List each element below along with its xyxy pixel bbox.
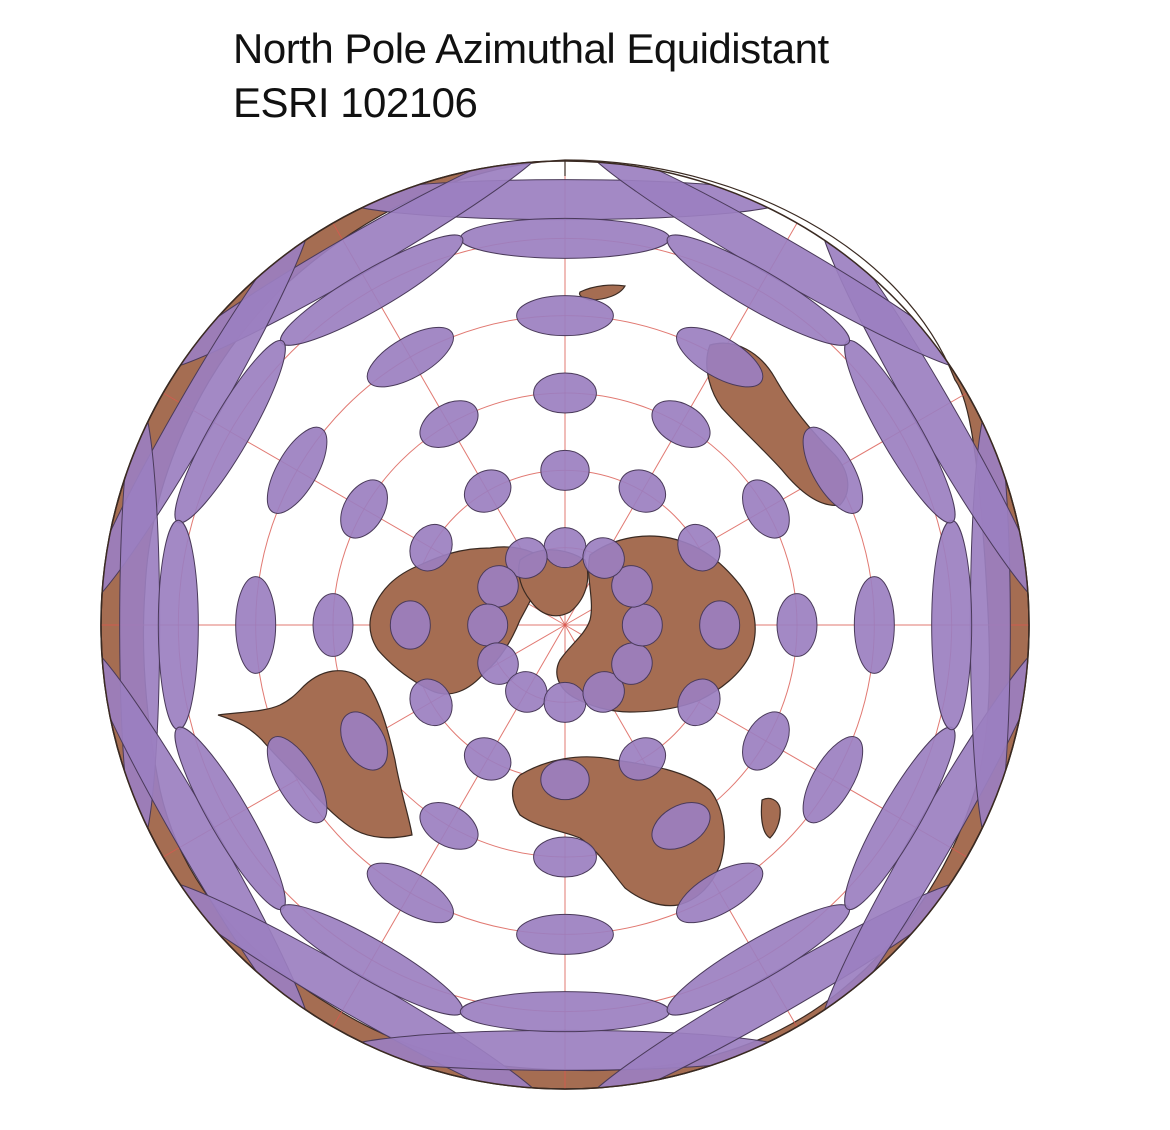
tissot-indicatrix	[516, 295, 614, 337]
tissot-indicatrix	[582, 537, 625, 579]
tissot-indicatrix	[459, 217, 671, 259]
tissot-indicatrix	[676, 326, 764, 388]
tissot-indicatrix	[540, 449, 590, 491]
tissot-indicatrix	[516, 913, 614, 955]
tissot-indicatrix	[533, 836, 597, 878]
tissot-indicatrices	[101, 161, 1029, 1089]
tissot-indicatrix	[419, 802, 479, 850]
tissot-indicatrix	[389, 600, 431, 650]
tissot-indicatrix	[266, 736, 328, 824]
tissot-indicatrix	[699, 600, 741, 650]
tissot-indicatrix	[266, 426, 328, 514]
tissot-indicatrix	[651, 802, 711, 850]
tissot-indicatrix	[459, 991, 671, 1033]
tissot-indicatrix	[677, 678, 721, 727]
land-south-america	[217, 670, 413, 839]
tissot-indicatrix	[853, 576, 895, 674]
tissot-indicatrix	[676, 862, 764, 924]
projection-name: North Pole Azimuthal Equidistant	[233, 25, 829, 72]
projection-code: ESRI 102106	[233, 79, 478, 126]
tissot-indicatrix	[677, 523, 721, 572]
tissot-indicatrix	[366, 862, 454, 924]
tissot-indicatrix	[467, 603, 509, 647]
tissot-indicatrix	[540, 759, 590, 801]
tissot-indicatrix	[419, 400, 479, 448]
tissot-indicatrix	[543, 681, 587, 723]
tissot-indicatrix	[618, 737, 667, 781]
tissot-indicatrix	[409, 523, 453, 572]
tissot-indicatrix	[651, 400, 711, 448]
tissot-indicatrix	[409, 678, 453, 727]
tissot-indicatrix	[463, 469, 512, 513]
tissot-indicatrix	[742, 479, 790, 539]
tissot-indicatrix	[235, 576, 277, 674]
tissot-indicatrix	[666, 234, 851, 346]
tissot-indicatrix	[621, 603, 663, 647]
map-title: North Pole Azimuthal Equidistant ESRI 10…	[233, 22, 829, 130]
tissot-indicatrix	[533, 372, 597, 414]
tissot-indicatrix	[463, 737, 512, 781]
tissot-indicatrix	[931, 519, 973, 731]
tissot-indicatrix	[776, 593, 818, 657]
tissot-indicatrix	[340, 711, 388, 771]
tissot-indicatrix	[157, 519, 199, 731]
tissot-indicatrix	[802, 426, 864, 514]
tissot-indicatrix	[366, 326, 454, 388]
tissot-indicatrix	[543, 527, 587, 569]
land-australia	[760, 797, 781, 839]
tissot-indicatrix	[618, 469, 667, 513]
tissot-indicatrix	[802, 736, 864, 824]
tissot-indicatrix	[312, 593, 354, 657]
tissot-indicatrix	[340, 479, 388, 539]
tissot-indicatrix	[742, 711, 790, 771]
